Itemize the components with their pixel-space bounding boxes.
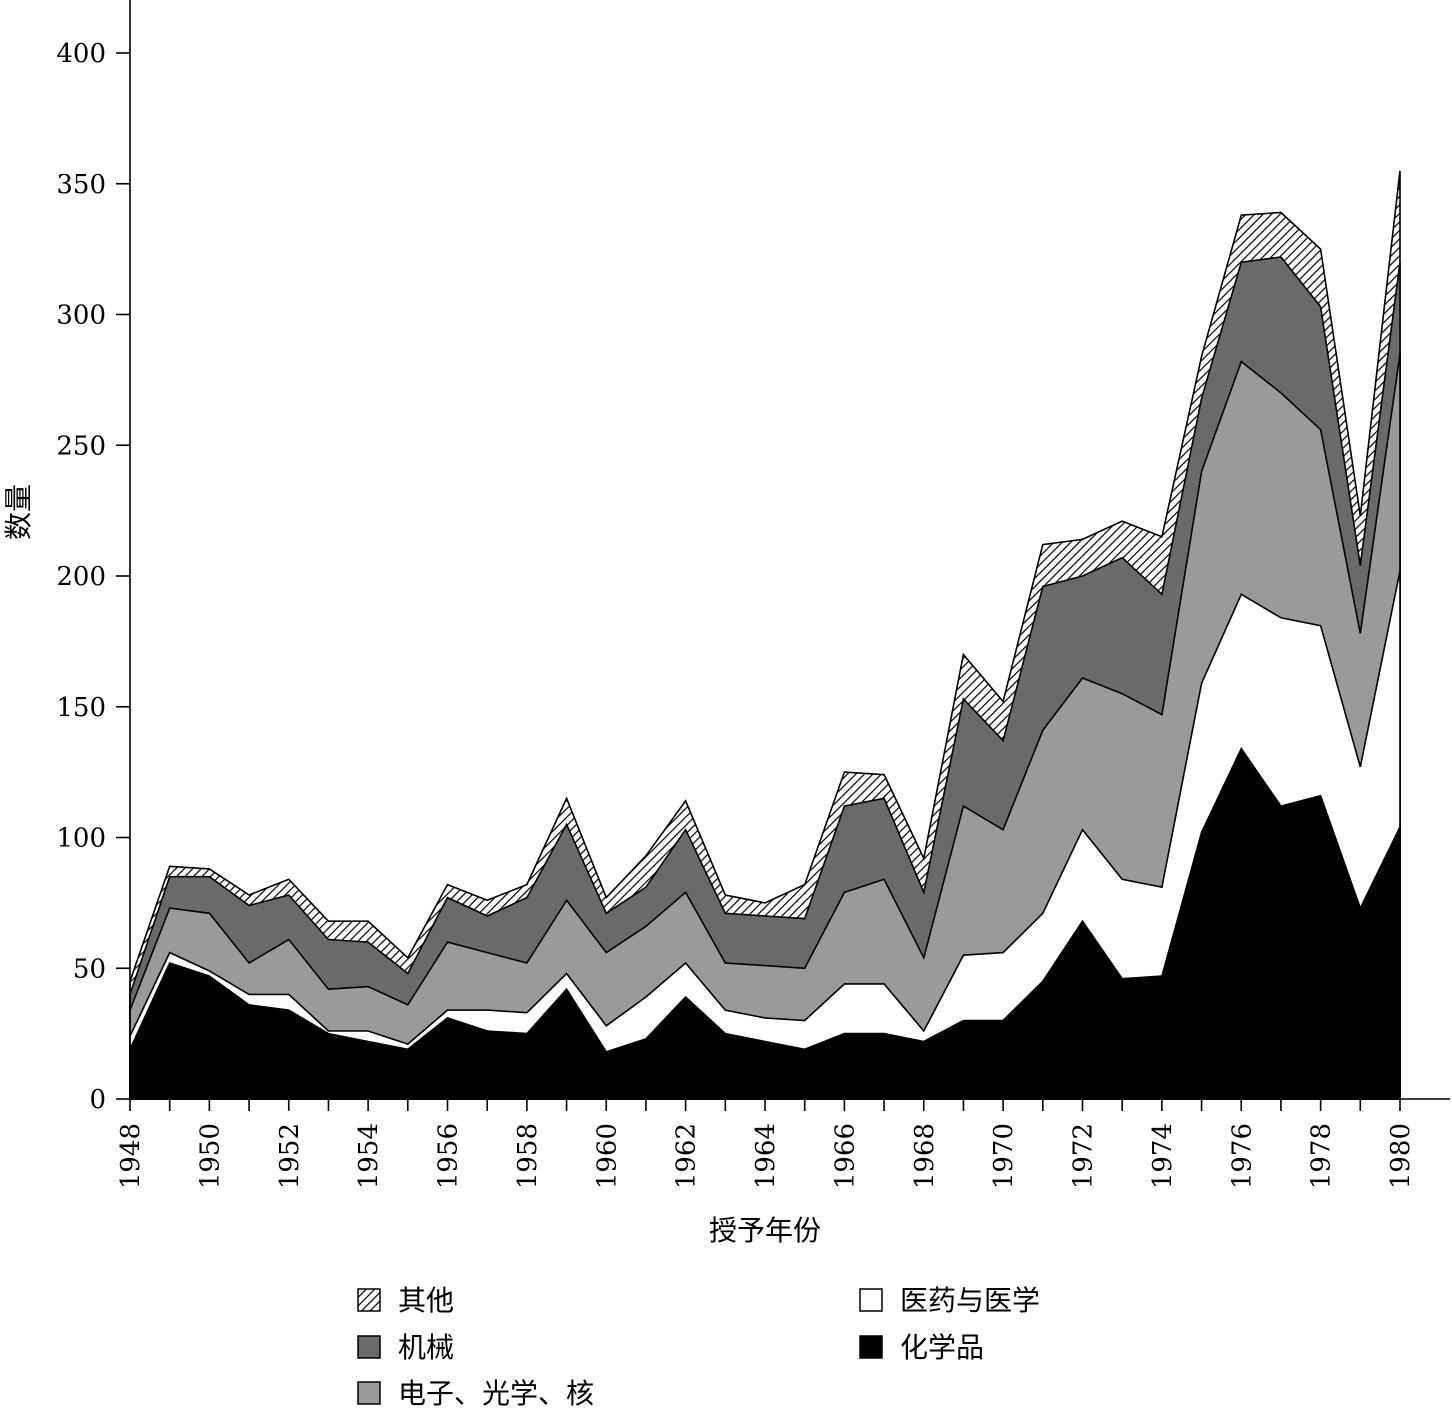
- x-tick-label: 1958: [513, 1123, 543, 1189]
- y-tick-label: 350: [56, 170, 106, 200]
- x-tick-label: 1974: [1148, 1123, 1178, 1189]
- y-axis-title: 数量: [2, 484, 35, 540]
- x-axis-ticks: 1948 1950 1952 1954 1956 1958 1960 1962 1964 1966…: [116, 1099, 1416, 1189]
- y-axis-ticks: 0 50 100 150 200 250 300 350 400: [56, 39, 130, 1115]
- legend-swatch-其他: [357, 1288, 381, 1312]
- legend-label: 其他: [398, 1284, 454, 1317]
- legend-label: 化学品: [900, 1331, 984, 1364]
- x-tick-label: 1948: [116, 1123, 146, 1189]
- x-tick-label: 1980: [1386, 1123, 1416, 1189]
- x-tick-label: 1960: [592, 1123, 622, 1189]
- x-tick-label: 1950: [195, 1123, 225, 1189]
- y-tick-label: 200: [56, 562, 106, 592]
- area-化学品: [129, 747, 1401, 1100]
- legend-label: 机械: [398, 1331, 454, 1364]
- legend-swatch-化学品: [859, 1335, 883, 1359]
- x-tick-label: 1952: [275, 1123, 305, 1189]
- x-tick-label: 1966: [830, 1123, 860, 1189]
- legend-swatch-机械: [357, 1335, 381, 1359]
- area-layers: [129, 170, 1401, 1100]
- y-tick-label: 250: [56, 431, 106, 461]
- y-tick-label: 150: [56, 693, 106, 723]
- y-tick-label: 50: [73, 954, 106, 984]
- legend-label: 电子、光学、核: [398, 1377, 594, 1409]
- x-tick-label: 1962: [672, 1123, 702, 1189]
- x-tick-label: 1976: [1227, 1123, 1257, 1189]
- legend-swatch-医药与医学: [859, 1288, 883, 1312]
- x-tick-label: 1964: [751, 1123, 781, 1189]
- legend-swatch-电子、光学、核: [357, 1381, 381, 1405]
- x-tick-label: 1968: [910, 1123, 940, 1189]
- legend-label: 医药与医学: [900, 1284, 1040, 1317]
- x-tick-label: 1972: [1069, 1123, 1099, 1189]
- x-tick-label: 1970: [989, 1123, 1019, 1189]
- y-tick-label: 300: [56, 301, 106, 331]
- x-axis-title: 授予年份: [709, 1214, 821, 1247]
- y-tick-label: 0: [89, 1085, 106, 1115]
- x-tick-label: 1956: [434, 1123, 464, 1189]
- x-tick-label: 1954: [354, 1123, 384, 1189]
- y-tick-label: 100: [56, 824, 106, 854]
- x-tick-label: 1978: [1307, 1123, 1337, 1189]
- y-tick-label: 400: [56, 39, 106, 69]
